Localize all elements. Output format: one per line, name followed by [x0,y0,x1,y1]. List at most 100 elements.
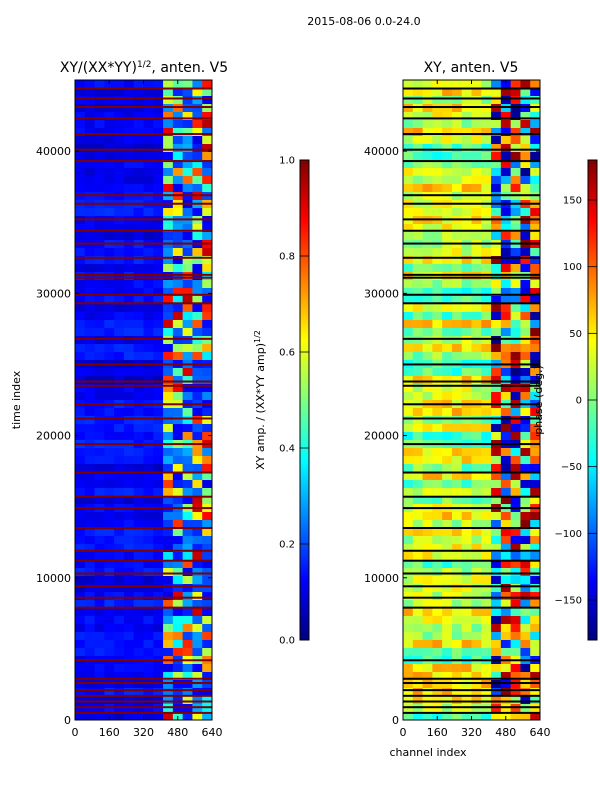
heatmap-cell [182,112,193,121]
heatmap-cell [481,192,492,201]
heatmap-cell [412,328,424,337]
heatmap-cell [461,80,472,89]
heatmap-cell [182,536,193,545]
heatmap-cell [153,128,164,137]
heatmap-cell [94,128,105,137]
heatmap-cell [530,480,540,489]
heatmap-cell [163,264,174,273]
heatmap-cell [202,144,212,153]
heatmap-cell [510,184,521,193]
heatmap-cell [471,560,482,569]
heatmap-cell [471,248,482,257]
heatmap-cell [94,672,105,681]
heatmap-cell [104,120,115,129]
heatmap-cell [94,488,105,497]
flagged-time-row [403,337,540,340]
heatmap-cell [422,184,433,193]
heatmap-cell [75,392,86,401]
heatmap-cell [510,176,521,185]
heatmap-cell [451,416,463,425]
heatmap-cell [520,232,531,241]
heatmap-cell [133,248,144,257]
heatmap-cell [530,128,540,137]
heatmap-cell [75,304,86,313]
heatmap-cell [94,432,105,441]
heatmap-cell [143,632,154,641]
heatmap-cell [500,256,512,265]
heatmap-cell [461,520,472,529]
heatmap-cell [75,224,86,233]
heatmap-cell [114,704,125,713]
heatmap-cell [192,712,203,720]
heatmap-cell [123,88,135,97]
heatmap-cell [461,112,472,121]
heatmap-cell [432,208,443,217]
heatmap-cell [461,328,472,337]
heatmap-cell [491,456,502,465]
heatmap-cell [153,568,164,577]
heatmap-cell [202,344,212,353]
heatmap-cell [481,432,492,441]
heatmap-cell [520,256,531,265]
heatmap-cell [461,296,472,305]
heatmap-cell [500,576,512,585]
heatmap-cell [520,352,531,361]
flagged-time-row [403,302,540,305]
heatmap-cell [510,256,521,265]
heatmap-cell [94,576,105,585]
heatmap-cell [202,328,212,337]
heatmap-cell [75,408,86,417]
heatmap-cell [114,512,125,521]
heatmap-cell [163,424,174,433]
heatmap-cell [182,448,193,457]
heatmap-cell [530,432,540,441]
amp-y-label: time index [10,370,23,429]
heatmap-cell [422,472,433,481]
flagged-time-row [403,711,540,714]
heatmap-cell [520,152,531,161]
heatmap-cell [163,120,174,129]
heatmap-cell [75,168,86,177]
heatmap-cell [442,376,453,385]
heatmap-cell [500,584,512,593]
heatmap-cell [481,584,492,593]
heatmap-cell [114,488,125,497]
heatmap-cell [192,160,203,169]
heatmap-cell [481,184,492,193]
heatmap-cell [84,464,96,473]
heatmap-cell [182,272,193,281]
heatmap-cell [123,480,135,489]
heatmap-cell [412,344,424,353]
heatmap-cell [104,328,115,337]
heatmap-cell [172,560,184,569]
heatmap-cell [432,384,443,393]
heatmap-cell [510,544,521,553]
colorbar-tick-label: 0.6 [279,348,295,359]
heatmap-cell [172,96,184,105]
colorbar-tick-label: 150 [563,196,582,207]
heatmap-cell [133,376,144,385]
heatmap-cell [172,392,184,401]
heatmap-cell [510,600,521,609]
flagged-time-row [75,606,212,609]
heatmap-cell [422,88,433,97]
heatmap-cell [104,560,115,569]
heatmap-cell [412,296,424,305]
colorbar-tick-label: 0.4 [279,444,295,455]
heatmap-cell [520,544,531,553]
heatmap-cell [182,208,193,217]
heatmap-cell [471,696,482,705]
heatmap-cell [471,664,482,673]
heatmap-cell [520,136,531,145]
heatmap-cell [403,712,414,720]
heatmap-cell [104,96,115,105]
heatmap-cell [520,464,531,473]
heatmap-cell [182,488,193,497]
heatmap-cell [182,264,193,273]
heatmap-cell [510,368,521,377]
heatmap-cell [163,184,174,193]
heatmap-cell [491,376,502,385]
heatmap-cell [192,648,203,657]
heatmap-cell [432,600,443,609]
heatmap-cell [530,632,540,641]
